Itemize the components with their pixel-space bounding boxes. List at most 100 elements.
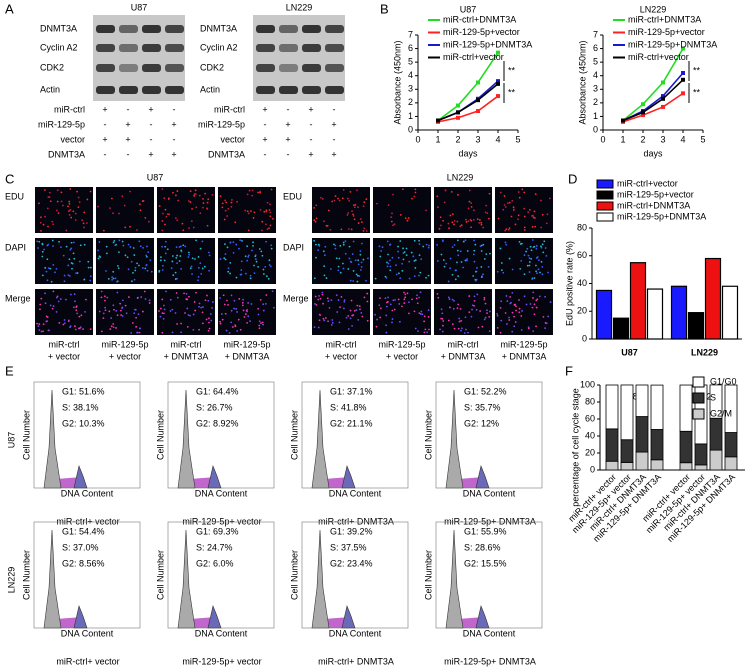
cell-dot — [100, 296, 103, 299]
cell-dot — [418, 254, 421, 256]
cell-dot — [533, 245, 536, 248]
g2-peak — [207, 604, 222, 629]
micrograph — [495, 187, 553, 233]
cell-dot — [356, 274, 359, 277]
cell-dot — [392, 299, 395, 302]
bar — [670, 285, 688, 340]
micrograph — [312, 238, 370, 284]
cell-dot — [466, 259, 468, 262]
cell-dot — [103, 295, 106, 298]
cell-dot — [401, 305, 403, 308]
cell-dot — [477, 326, 480, 329]
cell-dot — [38, 202, 40, 205]
cell-dot — [464, 239, 467, 242]
cell-dot — [246, 310, 249, 313]
cell-dot — [139, 209, 142, 212]
cell-dot — [219, 195, 222, 197]
cell-dot — [118, 239, 121, 242]
cell-dot — [527, 211, 530, 214]
cell-dot — [65, 229, 68, 232]
cell-dot — [222, 294, 225, 297]
bar-segment — [635, 416, 649, 453]
band — [165, 86, 184, 94]
cell-dot — [441, 312, 444, 315]
cell-dot — [324, 317, 327, 319]
cell-dot — [426, 331, 428, 334]
cell-dot — [529, 303, 532, 305]
cell-dot — [456, 220, 459, 223]
cell-dot — [408, 260, 411, 263]
cell-dot — [129, 190, 132, 193]
data-point — [661, 94, 665, 99]
cell-dot — [232, 251, 235, 254]
row-label: DAPI — [283, 242, 304, 252]
x-tick-label: 1 — [435, 134, 440, 144]
cell-dot — [447, 280, 450, 283]
legend-label: miR-ctrl+vector — [443, 52, 504, 62]
bar-segment — [650, 384, 664, 430]
data-point — [641, 102, 645, 107]
g1-peak — [445, 529, 464, 629]
cell-dot — [503, 204, 506, 206]
cell-dot — [317, 298, 320, 301]
band — [119, 25, 138, 33]
cell-dot — [329, 268, 332, 270]
cell-dot — [158, 310, 160, 312]
cell-dot — [131, 322, 134, 324]
cell-dot — [112, 212, 114, 215]
cell-dot — [60, 200, 63, 203]
cell-dot — [39, 216, 42, 219]
cell-dot — [357, 318, 360, 321]
cell-dot — [398, 320, 401, 323]
phase-stat: S: 24.7% — [196, 542, 233, 552]
row-label: DAPI — [5, 242, 26, 252]
cell-dot — [251, 194, 254, 197]
cell-dot — [331, 319, 334, 321]
legend-label: miR-ctrl+DNMT3A — [617, 200, 690, 210]
cell-dot — [62, 204, 64, 207]
cell-dot — [530, 258, 533, 260]
cell-dot — [115, 327, 117, 329]
y-tick-label: 5 — [593, 57, 598, 67]
cell-dot — [193, 301, 196, 303]
cell-dot — [337, 265, 340, 268]
cell-dot — [176, 323, 178, 325]
cell-dot — [349, 309, 352, 312]
x-tick-label: 4 — [680, 134, 685, 144]
cell-dot — [357, 263, 360, 266]
cell-dot — [417, 330, 419, 332]
data-point — [641, 113, 645, 118]
cell-dot — [270, 247, 273, 250]
cell-dot — [537, 268, 540, 271]
blot-title: LN229 — [286, 2, 313, 12]
cell-dot — [454, 278, 457, 281]
cell-dot — [249, 274, 252, 277]
cell-dot — [313, 219, 316, 222]
cell-dot — [323, 254, 326, 257]
phase-stat: G1: 52.2% — [464, 386, 507, 396]
cell-dot — [325, 277, 328, 279]
cell-dot — [366, 300, 369, 303]
cell-dot — [268, 227, 270, 230]
group-label: U87 — [626, 391, 643, 401]
cell-dot — [246, 245, 249, 248]
micrograph — [35, 238, 93, 284]
condition-sign: + — [102, 104, 107, 114]
cell-dot — [518, 196, 521, 199]
row-label: Merge — [283, 293, 309, 303]
bar-segment — [694, 443, 708, 466]
cell-dot — [44, 302, 47, 305]
cell-dot — [250, 210, 252, 213]
cell-dot — [488, 315, 491, 318]
cell-dot — [389, 259, 391, 262]
cell-dot — [206, 294, 208, 297]
cell-dot — [47, 267, 50, 270]
x-tick-label: LN229 — [691, 347, 718, 357]
g1-peak — [445, 389, 464, 489]
cell-dot — [78, 201, 81, 204]
legend-label: miR-129-5p+vector — [617, 189, 694, 199]
cell-dot — [110, 325, 113, 328]
cell-dot — [535, 244, 538, 247]
cell-dot — [177, 199, 180, 202]
cell-dot — [336, 311, 339, 313]
